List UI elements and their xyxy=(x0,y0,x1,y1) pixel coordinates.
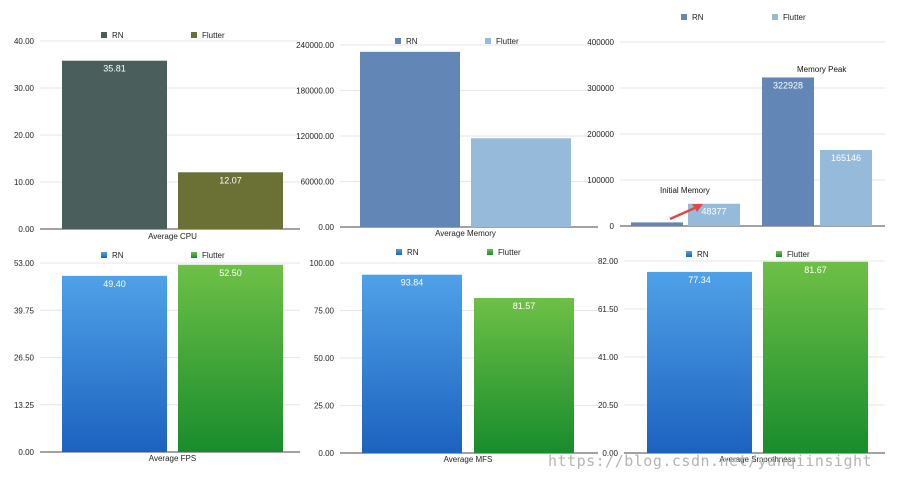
annotation-memory-peak: Memory Peak xyxy=(797,65,847,74)
legend-label-rn: RN xyxy=(697,250,709,259)
bar-value-label: 49.40 xyxy=(103,279,126,289)
bar-rn xyxy=(647,271,752,453)
legend-label-rn: RN xyxy=(692,13,704,22)
y-tick-label: 30.00 xyxy=(14,84,35,93)
legend-label-flutter: Flutter xyxy=(202,31,225,40)
y-tick-label: 0.00 xyxy=(18,448,34,457)
bar-flutter xyxy=(820,150,872,226)
y-tick-label: 10.00 xyxy=(14,178,35,187)
legend-swatch-flutter xyxy=(485,38,491,44)
y-tick-label: 50.00 xyxy=(314,354,335,363)
legend-label-rn: RN xyxy=(112,251,124,260)
bar-value-label: 52.50 xyxy=(219,268,242,278)
x-axis-label: Average Smoothness xyxy=(719,455,795,464)
legend-swatch-flutter xyxy=(191,252,197,258)
x-axis-label: Average Memory xyxy=(435,229,496,238)
bar-value-label: 93.84 xyxy=(401,278,424,288)
bar-value-label: 81.67 xyxy=(804,265,827,275)
legend-label-flutter: Flutter xyxy=(496,37,519,46)
legend-swatch-rn xyxy=(101,32,107,38)
watermark: https://blog.csdn.net/yanqiinsight xyxy=(548,452,873,470)
bar-rn xyxy=(762,77,814,226)
chart-4: 0.00 13.25 26.50 39.75 53.00 RN Flutter 49.40 52… xyxy=(14,251,300,463)
chart-1: 0.00 10.00 20.00 30.00 40.00 RN Flutter 35.81 12… xyxy=(14,31,300,241)
bar-value-label: 12.07 xyxy=(219,175,242,185)
bar-value-label: 322928 xyxy=(773,80,803,90)
y-tick-label: 0 xyxy=(610,222,615,231)
y-tick-label: 180000.00 xyxy=(296,87,334,96)
y-tick-label: 25.00 xyxy=(314,402,335,411)
y-tick-label: 0.00 xyxy=(318,223,334,232)
bar-rn xyxy=(62,275,167,452)
y-tick-label: 240000.00 xyxy=(296,41,334,50)
legend-label-flutter: Flutter xyxy=(783,13,806,22)
legend-label-rn: RN xyxy=(406,37,418,46)
legend-label-flutter: Flutter xyxy=(202,251,225,260)
chart-3: 0 100000 200000 300000 400000 RN Flutter 7829 48… xyxy=(587,13,885,231)
y-tick-label: 400000 xyxy=(587,38,614,47)
y-tick-label: 41.00 xyxy=(598,353,619,362)
y-tick-label: 20.00 xyxy=(14,131,35,140)
y-tick-label: 39.75 xyxy=(14,306,35,315)
bar-rn xyxy=(631,222,683,226)
legend-label-flutter: Flutter xyxy=(787,250,810,259)
legend-swatch-rn xyxy=(686,251,692,257)
bar-flutter xyxy=(474,298,574,453)
y-tick-label: 75.00 xyxy=(314,307,335,316)
legend-swatch-rn xyxy=(681,14,687,20)
legend-swatch-rn xyxy=(101,252,107,258)
bar-value-label: 48377 xyxy=(701,207,726,217)
bar-rn xyxy=(362,274,462,453)
annotation-arrow xyxy=(669,205,698,221)
bar-flutter xyxy=(178,264,283,452)
y-tick-label: 100000 xyxy=(587,176,614,185)
y-tick-label: 0.00 xyxy=(18,225,34,234)
x-axis-label: Average CPU xyxy=(148,232,197,241)
legend-label-rn: RN xyxy=(407,248,419,257)
y-tick-label: 0.00 xyxy=(602,449,618,458)
y-tick-label: 300000 xyxy=(587,84,614,93)
annotation-arrow-head xyxy=(692,204,703,212)
legend-swatch-flutter xyxy=(487,249,493,255)
bar-flutter xyxy=(178,172,283,229)
legend-swatch-flutter xyxy=(776,251,782,257)
legend-swatch-flutter xyxy=(772,14,778,20)
y-tick-label: 40.00 xyxy=(14,37,35,46)
legend-swatch-rn xyxy=(395,38,401,44)
y-tick-label: 26.50 xyxy=(14,354,35,363)
legend-swatch-flutter xyxy=(191,32,197,38)
legend-label-flutter: Flutter xyxy=(498,248,521,257)
y-tick-label: 82.00 xyxy=(598,257,619,266)
bar-rn xyxy=(360,51,460,228)
bar-flutter xyxy=(763,261,868,453)
legend-swatch-rn xyxy=(396,249,402,255)
y-tick-label: 120000.00 xyxy=(296,132,334,141)
bar-flutter xyxy=(688,203,740,226)
y-tick-label: 53.00 xyxy=(14,259,35,268)
bar-value-label: 165146 xyxy=(831,153,861,163)
chart-2: 0.00 60000.00 120000.00 180000.00 240000.00 R… xyxy=(296,37,598,238)
bar-value-label: 81.57 xyxy=(513,301,536,311)
y-tick-label: 0.00 xyxy=(318,449,334,458)
y-tick-label: 61.50 xyxy=(598,305,619,314)
chart-5: 0.00 25.00 50.00 75.00 100.00 RN Flutter 93.84 8… xyxy=(310,248,598,464)
y-tick-label: 13.25 xyxy=(14,401,35,410)
y-tick-label: 100.00 xyxy=(310,259,335,268)
legend-label-rn: RN xyxy=(112,31,124,40)
bar-value-label: 7829 xyxy=(647,212,667,222)
y-tick-label: 60000.00 xyxy=(301,178,335,187)
bar-rn xyxy=(62,60,167,230)
y-tick-label: 20.50 xyxy=(598,401,619,410)
bar-flutter xyxy=(471,138,571,227)
bar-value-label: 35.81 xyxy=(103,64,126,74)
chart-6: 0.00 20.50 41.00 61.50 82.00 RN Flutter 77.34 81… xyxy=(598,250,885,464)
x-axis-label: Average MFS xyxy=(444,455,493,464)
x-axis-label: Average FPS xyxy=(149,454,196,463)
annotation-initial-memory: Initial Memory xyxy=(660,186,710,195)
y-tick-label: 200000 xyxy=(587,130,614,139)
bar-value-label: 77.34 xyxy=(688,275,711,285)
